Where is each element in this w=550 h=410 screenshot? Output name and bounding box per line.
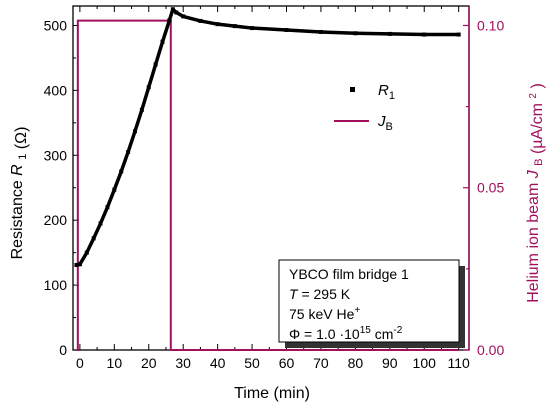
left-y-tick-label: 400 bbox=[44, 82, 68, 98]
x-tick-label: 90 bbox=[382, 355, 398, 371]
right-y-axis-label-var: J bbox=[525, 169, 542, 179]
series-r1-point bbox=[126, 150, 131, 155]
annotation-line-4-pre: Φ = 1.0 ·10 bbox=[289, 326, 360, 342]
legend-label-r1: R1 bbox=[378, 82, 395, 102]
series-r1-point bbox=[153, 62, 158, 67]
x-tick-label: 60 bbox=[279, 355, 295, 371]
series-r1-point bbox=[181, 14, 186, 19]
right-y-axis-label-unit-pre: (µA/cm bbox=[529, 103, 546, 154]
right-y-tick-label: 0.00 bbox=[477, 342, 504, 358]
annotation-line-2-rest: = 295 K bbox=[298, 286, 351, 302]
series-layer bbox=[74, 7, 461, 351]
annotation-line-3: 75 keV He+ bbox=[289, 305, 360, 322]
legend-label-jb-var: J bbox=[377, 113, 386, 130]
annotation-line-4: Φ = 1.0 ·1015 cm-2 bbox=[289, 325, 403, 342]
legend-label-jb-sub: B bbox=[386, 121, 393, 133]
legend: R1 JB bbox=[334, 82, 395, 133]
series-r1-point bbox=[284, 28, 289, 33]
left-y-tick-label: 0 bbox=[59, 342, 67, 358]
series-r1-point bbox=[74, 262, 79, 267]
series-r1-point bbox=[422, 32, 427, 37]
series-r1-point bbox=[146, 85, 151, 90]
legend-label-r1-var: R bbox=[378, 82, 389, 99]
series-r1-point bbox=[387, 31, 392, 36]
series-r1-point bbox=[98, 221, 103, 226]
x-tick-label: 20 bbox=[141, 355, 157, 371]
left-y-tick-label: 100 bbox=[44, 277, 68, 293]
series-r1-point bbox=[174, 10, 179, 15]
annotation-frame bbox=[278, 259, 460, 343]
series-r1-line bbox=[76, 7, 459, 267]
right-y-tick-label: 0.10 bbox=[477, 17, 504, 33]
annotation-line-4-sup1: 15 bbox=[360, 325, 372, 336]
series-r1-point bbox=[232, 24, 237, 29]
annotation-box: YBCO film bridge 1 T = 295 K 75 keV He+ … bbox=[278, 259, 465, 348]
x-tick-label: 110 bbox=[448, 355, 471, 371]
series-r1-point bbox=[91, 236, 96, 241]
x-tick-label: 0 bbox=[76, 355, 84, 371]
legend-label-jb: JB bbox=[377, 113, 393, 133]
series-r1-point bbox=[105, 205, 110, 210]
series-jb-line bbox=[76, 19, 459, 351]
series-r1-point bbox=[160, 39, 165, 44]
right-y-tick-label: 0.05 bbox=[477, 180, 504, 196]
x-axis-ticks: 0 10 20 30 40 50 60 70 80 90 100 110 bbox=[76, 6, 470, 371]
series-r1-point bbox=[139, 107, 144, 112]
x-tick-label: 70 bbox=[313, 355, 329, 371]
series-r1-point bbox=[170, 7, 175, 12]
annotation-line-3-pre: 75 keV He bbox=[289, 306, 355, 322]
series-r1-point bbox=[215, 22, 220, 27]
annotation-line-2-var: T bbox=[289, 286, 299, 302]
left-y-axis-label-unit: (Ω) bbox=[13, 127, 30, 150]
x-tick-label: 10 bbox=[107, 355, 123, 371]
series-r1-point bbox=[456, 32, 461, 37]
x-tick-label: 50 bbox=[244, 355, 260, 371]
series-r1-point bbox=[112, 187, 117, 192]
x-tick-label: 100 bbox=[413, 355, 437, 371]
series-r1-point bbox=[77, 262, 82, 267]
left-y-axis-label-main: Resistance bbox=[9, 180, 26, 259]
annotation-line-1: YBCO film bridge 1 bbox=[289, 266, 409, 282]
series-r1-point bbox=[132, 129, 137, 134]
legend-marker-r1 bbox=[350, 87, 355, 92]
x-tick-label: 40 bbox=[210, 355, 226, 371]
series-r1-point bbox=[119, 169, 124, 174]
left-y-axis-label-sub: 1 bbox=[17, 154, 29, 160]
right-y-axis-label-main: Helium ion beam bbox=[525, 183, 542, 303]
series-r1-point bbox=[318, 29, 323, 34]
right-y-axis-label-unit-sup: 2 bbox=[528, 93, 539, 99]
annotation-line-2: T = 295 K bbox=[289, 286, 351, 302]
series-r1-point bbox=[84, 250, 89, 255]
annotation-line-4-mid: cm bbox=[371, 326, 394, 342]
left-y-tick-label: 200 bbox=[44, 212, 68, 228]
series-r1-point bbox=[250, 26, 255, 31]
series-r1-point bbox=[198, 18, 203, 23]
left-y-axis-label-var: R bbox=[9, 164, 26, 176]
right-y-axis-ticks: 0.00 0.05 0.10 bbox=[463, 17, 504, 358]
x-axis-label: Time (min) bbox=[234, 385, 310, 402]
annotation-line-3-sup: + bbox=[354, 305, 360, 316]
left-y-tick-label: 500 bbox=[44, 17, 68, 33]
left-y-axis-label: Resistance R 1 (Ω) bbox=[9, 127, 30, 260]
left-y-tick-label: 300 bbox=[44, 147, 68, 163]
legend-label-r1-sub: 1 bbox=[389, 90, 395, 102]
x-tick-label: 30 bbox=[175, 355, 191, 371]
right-y-axis-label-unit-post: ) bbox=[529, 83, 546, 88]
series-r1-point bbox=[353, 31, 358, 36]
annotation-line-4-sup2: -2 bbox=[393, 325, 402, 336]
right-y-axis-label: Helium ion beam J B (µA/cm 2 ) bbox=[523, 83, 546, 303]
right-y-axis-label-sub: B bbox=[533, 158, 545, 165]
series-r1-point bbox=[167, 18, 172, 23]
x-tick-label: 80 bbox=[348, 355, 364, 371]
left-y-axis-ticks: 0 100 200 300 400 500 bbox=[44, 17, 79, 358]
